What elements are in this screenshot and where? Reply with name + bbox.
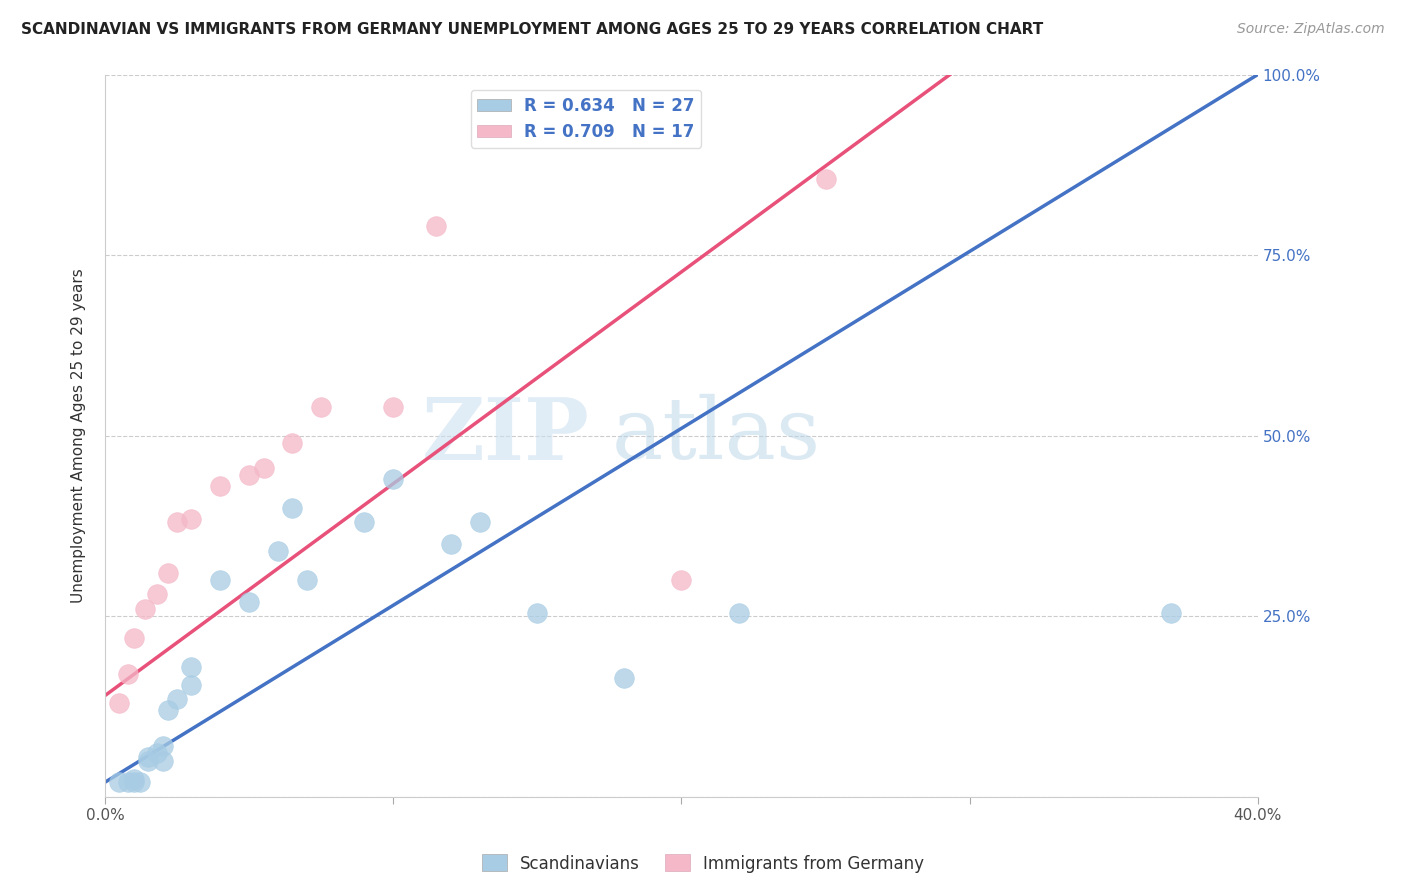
Point	[157, 566, 180, 580]
Point	[526, 606, 548, 620]
Point	[309, 400, 332, 414]
Point	[440, 537, 463, 551]
Point	[267, 544, 290, 558]
Text: ZIP: ZIP	[422, 393, 589, 477]
Point	[295, 573, 318, 587]
Point	[252, 461, 274, 475]
Point	[281, 500, 304, 515]
Point	[814, 172, 837, 186]
Text: SCANDINAVIAN VS IMMIGRANTS FROM GERMANY UNEMPLOYMENT AMONG AGES 25 TO 29 YEARS C: SCANDINAVIAN VS IMMIGRANTS FROM GERMANY …	[21, 22, 1043, 37]
Point	[238, 468, 260, 483]
Point	[146, 747, 169, 761]
Point	[180, 678, 202, 692]
Point	[613, 671, 636, 685]
Point	[382, 400, 405, 414]
Point	[166, 515, 188, 529]
Point	[122, 772, 145, 786]
Point	[152, 754, 174, 768]
Point	[136, 754, 159, 768]
Text: atlas: atlas	[612, 394, 821, 477]
Point	[117, 667, 139, 681]
Point	[166, 692, 188, 706]
Point	[281, 435, 304, 450]
Text: Source: ZipAtlas.com: Source: ZipAtlas.com	[1237, 22, 1385, 37]
Point	[238, 595, 260, 609]
Point	[122, 631, 145, 645]
Point	[117, 775, 139, 789]
Point	[468, 515, 491, 529]
Point	[128, 775, 150, 789]
Point	[671, 573, 693, 587]
Point	[136, 750, 159, 764]
Point	[152, 739, 174, 753]
Point	[209, 573, 232, 587]
Point	[157, 703, 180, 717]
Point	[146, 587, 169, 601]
Point	[728, 606, 751, 620]
Point	[108, 775, 131, 789]
Point	[122, 775, 145, 789]
Point	[108, 696, 131, 710]
Legend: R = 0.634   N = 27, R = 0.709   N = 17: R = 0.634 N = 27, R = 0.709 N = 17	[471, 90, 702, 148]
Point	[180, 659, 202, 673]
Point	[209, 479, 232, 493]
Y-axis label: Unemployment Among Ages 25 to 29 years: Unemployment Among Ages 25 to 29 years	[72, 268, 86, 603]
Point	[180, 511, 202, 525]
Legend: Scandinavians, Immigrants from Germany: Scandinavians, Immigrants from Germany	[475, 847, 931, 880]
Point	[353, 515, 375, 529]
Point	[425, 219, 447, 234]
Point	[382, 472, 405, 486]
Point	[134, 602, 156, 616]
Point	[1160, 606, 1182, 620]
